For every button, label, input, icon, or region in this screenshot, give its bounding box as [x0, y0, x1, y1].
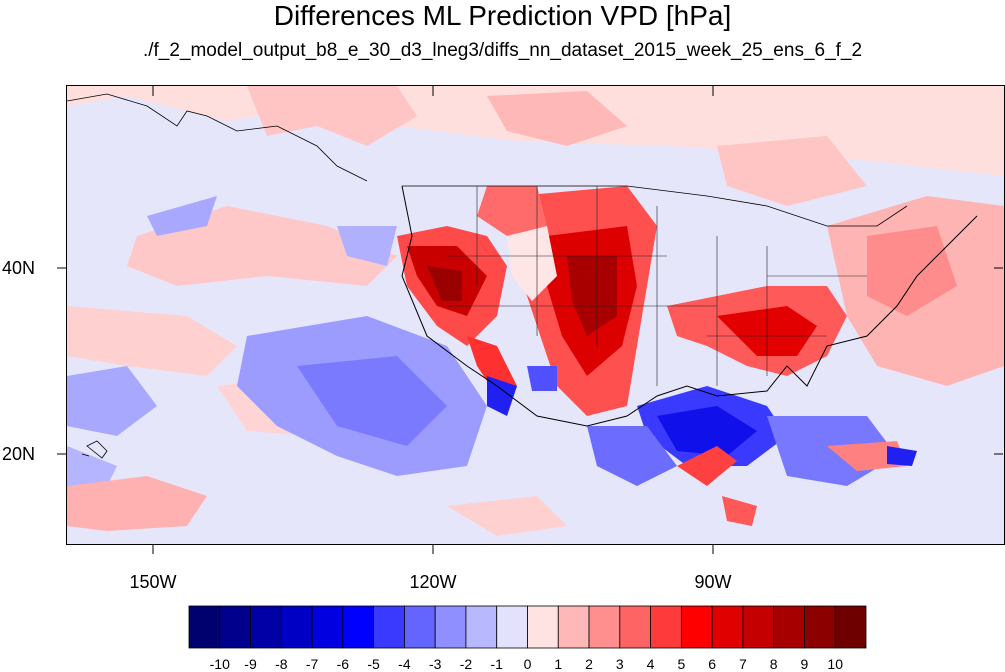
colorbar-tick-label: -6	[336, 656, 350, 672]
map-title: Differences ML Prediction VPD [hPa]	[273, 0, 732, 31]
colorbar-swatch	[680, 605, 713, 649]
colorbar-tick-label: -8	[275, 656, 288, 672]
map-subtitle: ./f_2_model_output_b8_e_30_d3_lneg3/diff…	[142, 40, 863, 61]
lat-label-20n: 20N	[2, 444, 36, 464]
colorbar-tick-label: 8	[769, 656, 778, 672]
map-panel	[67, 86, 1004, 544]
colorbar-swatch	[804, 605, 836, 649]
colorbar-swatch	[742, 605, 775, 649]
colorbar-swatch	[711, 605, 744, 649]
colorbar-swatch	[527, 605, 559, 649]
lon-label-90w: 90W	[694, 572, 732, 592]
colorbar-tick-label: 3	[615, 656, 624, 672]
vpd-difference-field	[67, 86, 1004, 544]
colorbar-swatch	[650, 605, 682, 649]
colorbar-swatch	[588, 605, 621, 649]
colorbar-swatch	[188, 605, 221, 649]
colorbar-swatches	[188, 605, 867, 649]
colorbar-tick-label: 1	[554, 656, 563, 672]
colorbar-swatch	[773, 605, 805, 649]
colorbar-tick-label: -4	[398, 656, 411, 672]
colorbar-tick-label: -10	[209, 656, 230, 672]
colorbar-swatch	[342, 605, 375, 649]
colorbar-swatch	[619, 605, 651, 649]
colorbar-tick-label: 5	[677, 656, 686, 672]
colorbar-swatch	[404, 605, 436, 649]
colorbar-swatch	[834, 605, 867, 649]
colorbar-tick-label: 4	[646, 656, 655, 672]
colorbar-swatch	[219, 605, 251, 649]
colorbar-tick-label: -2	[459, 656, 473, 672]
colorbar-tick-label: -3	[428, 656, 442, 672]
colorbar-swatch	[250, 605, 282, 649]
colorbar-tick-label: 2	[585, 656, 593, 672]
colorbar-tick-label: -1	[490, 656, 503, 672]
colorbar-swatch	[496, 605, 528, 649]
lon-label-120w: 120W	[409, 572, 457, 592]
colorbar-swatch	[311, 605, 344, 649]
colorbar-swatch	[434, 605, 467, 649]
lat-label-40n: 40N	[2, 258, 36, 278]
colorbar-tick-label: 7	[739, 656, 747, 672]
colorbar-tick-label: 10	[827, 656, 843, 672]
lon-label-150w: 150W	[129, 572, 177, 592]
colorbar-tick-label: 0	[523, 656, 532, 672]
colorbar-swatch	[373, 605, 405, 649]
colorbar-swatch	[280, 605, 313, 649]
colorbar-tick-label: -7	[305, 656, 319, 672]
colorbar-swatch	[557, 605, 590, 649]
colorbar-tick-label: -5	[367, 656, 380, 672]
colorbar-tick-label: 6	[708, 656, 717, 672]
colorbar-tick-label: 9	[800, 656, 809, 672]
colorbar-swatch	[465, 605, 498, 649]
colorbar-tick-label: -9	[244, 656, 257, 672]
